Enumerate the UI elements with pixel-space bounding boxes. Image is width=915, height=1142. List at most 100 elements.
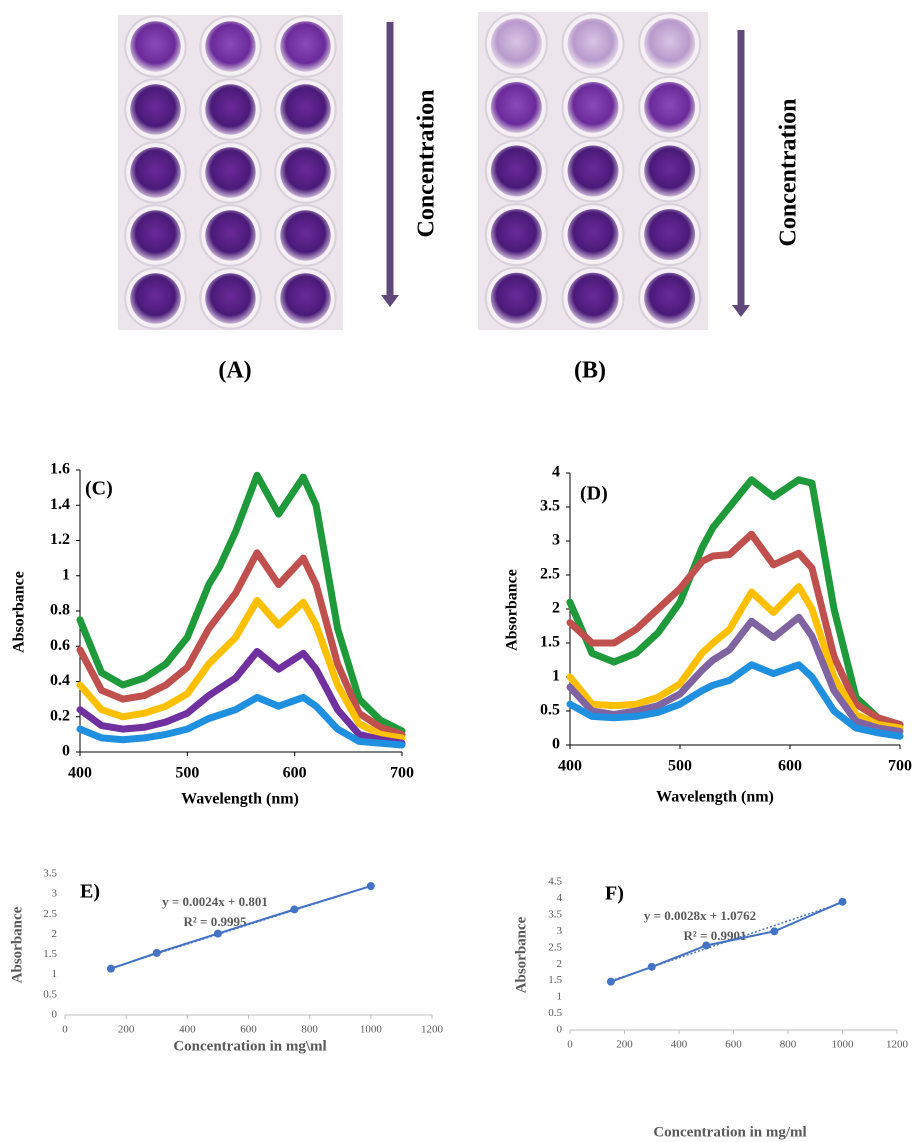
x-axis-label: Concentration in mg\ml [173, 1038, 326, 1054]
y-tick-label: 0.4 [50, 672, 70, 689]
trendline-equation: y = 0.0024x + 0.801 [162, 894, 268, 909]
well [280, 21, 330, 71]
well [280, 210, 330, 260]
arrow-head [381, 295, 399, 307]
well [644, 273, 695, 324]
y-tick-label: 3 [52, 888, 58, 900]
y-tick-label: 3.5 [548, 908, 562, 920]
y-tick-label: 0 [552, 736, 560, 753]
y-tick-label: 0.5 [540, 702, 560, 719]
well [130, 273, 180, 323]
y-tick-label: 3.5 [540, 498, 560, 515]
well [491, 209, 542, 260]
y-axis-label: Absorbance [9, 906, 25, 983]
data-point [153, 949, 161, 957]
y-tick-label: 3 [557, 925, 563, 937]
well [205, 84, 255, 134]
trendline-equation: y = 0.0028x + 1.0762 [644, 908, 756, 923]
data-point [648, 963, 656, 971]
x-tick-label: 700 [390, 765, 414, 782]
data-point [702, 941, 710, 949]
well [491, 146, 542, 197]
y-tick-label: 2.5 [540, 566, 560, 583]
y-tick-label: 2.5 [548, 941, 562, 953]
y-tick-label: 0.2 [50, 707, 70, 724]
x-tick-label: 1000 [832, 1039, 855, 1051]
x-tick-label: 600 [725, 1039, 742, 1051]
well [130, 21, 180, 71]
panel-label: (B) [574, 358, 606, 384]
y-tick-label: 4 [552, 464, 560, 481]
y-tick-label: 1.2 [50, 531, 70, 548]
y-tick-label: 2 [52, 928, 58, 940]
x-tick-label: 600 [283, 765, 307, 782]
data-point [214, 930, 222, 938]
x-tick-label: 700 [888, 758, 912, 775]
y-tick-label: 3.5 [43, 868, 57, 880]
x-tick-label: 400 [179, 1024, 196, 1036]
x-tick-label: 0 [62, 1024, 68, 1036]
data-point [367, 882, 375, 890]
y-tick-label: 1 [557, 991, 563, 1003]
well [491, 18, 542, 69]
x-tick-label: 200 [118, 1024, 135, 1036]
x-tick-label: 600 [778, 758, 802, 775]
panel-label: (C) [85, 478, 113, 500]
photos: Concentration(A)Concentration(B) [118, 12, 802, 384]
well [568, 209, 619, 260]
x-tick-label: 400 [68, 765, 92, 782]
y-tick-label: 1.4 [50, 496, 70, 513]
trendline-r2: R² = 0.9901 [684, 928, 747, 943]
x-tick-label: 400 [671, 1039, 688, 1051]
y-tick-label: 0 [557, 1024, 563, 1036]
data-point [770, 927, 778, 935]
x-axis-label: Wavelength (nm) [656, 789, 774, 806]
well [130, 147, 180, 197]
x-axis-label: Concentration in mg/ml [653, 1124, 806, 1140]
y-tick-label: 4 [557, 892, 563, 904]
data-point [107, 965, 115, 973]
x-tick-label: 500 [668, 758, 692, 775]
x-tick-label: 200 [616, 1039, 633, 1051]
y-tick-label: 1 [62, 566, 70, 583]
y-axis-label: Absorbance [504, 569, 521, 651]
y-tick-label: 0.8 [50, 602, 70, 619]
y-tick-label: 1.6 [50, 461, 70, 478]
x-tick-label: 1200 [421, 1024, 444, 1036]
arrow-label: Concentration [414, 90, 440, 238]
y-tick-label: 3 [552, 532, 560, 549]
well [130, 210, 180, 260]
y-tick-label: 2.5 [43, 908, 57, 920]
well [280, 273, 330, 323]
well [644, 82, 695, 133]
x-tick-label: 1000 [360, 1024, 383, 1036]
x-tick-label: 500 [175, 765, 199, 782]
data-point [607, 978, 615, 986]
data-point [290, 905, 298, 913]
well [205, 147, 255, 197]
panel-label: (A) [218, 358, 251, 384]
y-tick-label: 0 [62, 743, 70, 760]
x-tick-label: 0 [567, 1039, 573, 1051]
well [644, 146, 695, 197]
y-axis-label: Absorbance [513, 916, 529, 993]
y-axis-label: Absorbance [11, 571, 28, 653]
y-tick-label: 2 [552, 600, 560, 617]
y-tick-label: 1.5 [43, 948, 57, 960]
well [205, 273, 255, 323]
well [491, 82, 542, 133]
x-tick-label: 400 [558, 758, 582, 775]
x-tick-label: 1200 [886, 1039, 909, 1051]
well [568, 146, 619, 197]
well [568, 18, 619, 69]
well [280, 147, 330, 197]
panel-label: (D) [580, 483, 608, 505]
well [280, 84, 330, 134]
y-tick-label: 0 [52, 1009, 58, 1021]
y-tick-label: 2 [557, 958, 563, 970]
well [644, 209, 695, 260]
